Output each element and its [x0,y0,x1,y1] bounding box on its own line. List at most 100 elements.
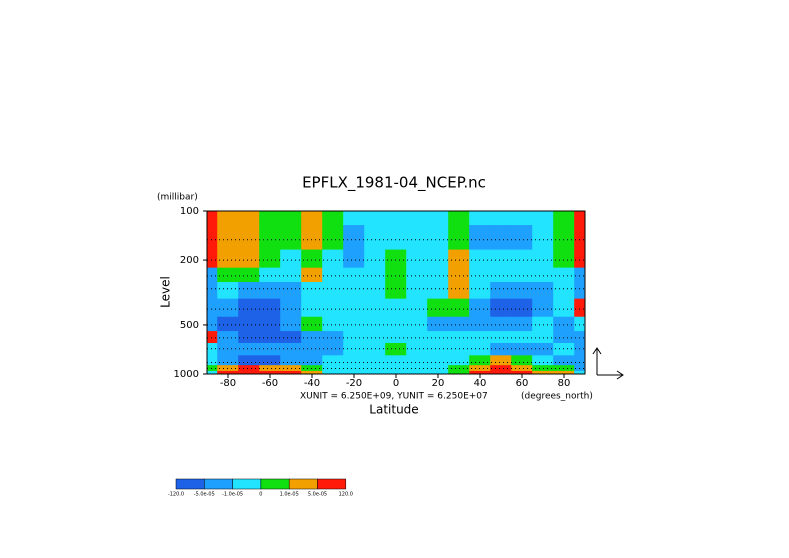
contour-cell [511,370,533,375]
contour-cell [238,249,260,269]
contour-cell [364,225,386,251]
contour-cell [301,210,323,226]
contour-cell [343,282,365,300]
contour-cell [259,365,281,372]
contour-cell [343,298,365,318]
contour-cell [553,249,575,269]
contour-cell [511,316,533,332]
contour-cell [406,316,428,332]
contour-cell [427,331,449,344]
contour-cell [280,210,302,226]
contour-cell [301,298,323,318]
contour-cell [448,210,470,226]
contour-cell [448,298,470,318]
y-tick-label: 100 [180,206,199,217]
x-tick-label: -40 [304,378,320,389]
contour-cell [490,210,512,226]
contour-cell [574,249,586,269]
contour-cell [322,365,344,372]
contour-cell [532,298,554,318]
contour-cell [490,298,512,318]
contour-cell [343,331,365,344]
contour-cell [301,225,323,251]
contour-cell [427,298,449,318]
contour-cell [427,342,449,356]
contour-cell [206,210,218,226]
contour-cell [217,370,239,375]
x-label: Latitude [369,403,418,417]
contour-cell [322,225,344,251]
reference-arrow [592,347,624,380]
contour-cell [322,331,344,344]
contour-cell [217,355,239,366]
contour-cell [406,370,428,375]
contour-cell [217,342,239,356]
contour-cell [217,225,239,251]
contour-cell [385,249,407,269]
colorbar-box [232,478,262,490]
contour-cell [322,282,344,300]
contour-cell [217,210,239,226]
contour-cell [574,267,586,283]
contour-cell [238,355,260,366]
contour-cell [259,316,281,332]
contour-cell [238,365,260,372]
contour-cell [427,282,449,300]
chart-title: EPFLX_1981-04_NCEP.nc [302,174,486,193]
contour-cell [490,282,512,300]
contour-cell [206,331,218,344]
contour-cell [238,267,260,283]
contour-cell [427,225,449,251]
contour-cell [427,316,449,332]
contour-cell [490,331,512,344]
contour-cell [448,267,470,283]
contour-cell [532,249,554,269]
contour-cell [532,316,554,332]
contour-cell [511,331,533,344]
contour-cell [385,267,407,283]
contour-cell [427,210,449,226]
contour-cell [385,355,407,366]
contour-cell [206,225,218,251]
colorbar-box [288,478,318,490]
contour-cell [301,249,323,269]
x-tick-label: -60 [262,378,278,389]
contour-cell [406,342,428,356]
contour-cell [238,331,260,344]
contour-cell [280,355,302,366]
contour-cell [574,355,586,366]
x-tick-label: 20 [432,378,445,389]
contour-cell [301,355,323,366]
x-tick-label: -20 [346,378,362,389]
contour-cell [574,210,586,226]
contour-cell [206,316,218,332]
contour-cell [280,342,302,356]
colorbar-box [317,478,347,490]
contour-cell [574,370,586,375]
contour-cell [511,249,533,269]
contour-cell [206,249,218,269]
colorbar-label: -120.0 [168,492,184,498]
y-tick-label: 200 [180,255,199,266]
contour-cell [238,316,260,332]
contour-cell [385,342,407,356]
contour-cell [427,370,449,375]
contour-cell [490,355,512,366]
contour-cell [364,342,386,356]
contour-cell [490,249,512,269]
contour-cell [206,370,218,375]
contour-cell [364,282,386,300]
contour-cell [427,267,449,283]
contour-cell [322,342,344,356]
contour-cell [259,225,281,251]
contour-cell [259,210,281,226]
contour-cell [469,365,491,372]
contour-cell [532,355,554,366]
contour-cell [280,298,302,318]
contour-cell [364,355,386,366]
contour-cell [532,267,554,283]
contour-cell [206,365,218,372]
contour-cell [343,370,365,375]
contour-cell [385,282,407,300]
